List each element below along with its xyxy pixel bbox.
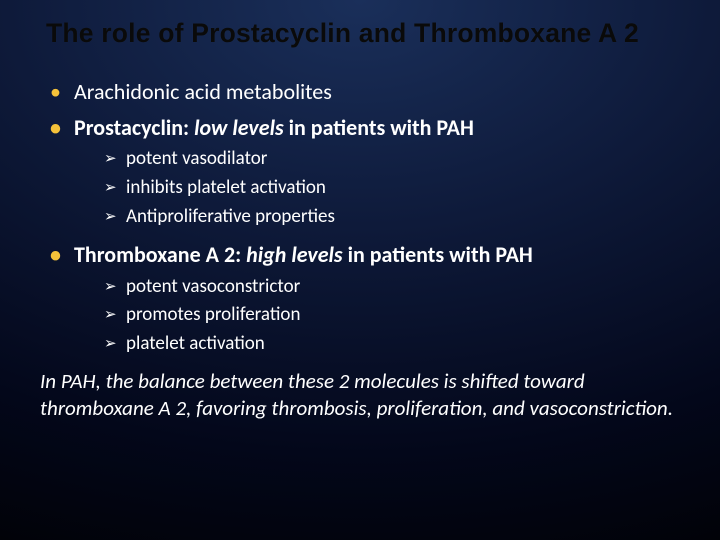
bullet-suffix: in patients with PAH — [284, 114, 474, 141]
bullet-emphasis: low levels — [194, 114, 284, 141]
sub-bullet-list: potent vasodilator inhibits platelet act… — [74, 146, 684, 230]
sub-bullet-list: potent vasoconstrictor promotes prolifer… — [74, 274, 684, 358]
bullet-text: Arachidonic acid metabolites — [74, 78, 332, 105]
bullet-item: Arachidonic acid metabolites — [50, 77, 684, 107]
bullet-emphasis: high levels — [246, 241, 342, 268]
bullet-prefix: Thromboxane A 2: — [74, 241, 241, 268]
slide-title: The role of Prostacyclin and Thromboxane… — [46, 18, 684, 49]
sub-bullet-item: promotes proliferation — [104, 302, 684, 329]
sub-bullet-item: potent vasoconstrictor — [104, 274, 684, 301]
slide: The role of Prostacyclin and Thromboxane… — [0, 0, 720, 540]
bullet-item: Prostacyclin: low levels in patients wit… — [50, 113, 684, 230]
bullet-prefix: Prostacyclin: — [74, 114, 189, 141]
bullet-item: Thromboxane A 2: high levels in patients… — [50, 240, 684, 357]
summary-paragraph: In PAH, the balance between these 2 mole… — [40, 368, 680, 423]
sub-bullet-item: potent vasodilator — [104, 146, 684, 173]
sub-bullet-item: platelet activation — [104, 331, 684, 358]
sub-bullet-item: Antiproliferative properties — [104, 204, 684, 231]
bullet-suffix: in patients with PAH — [343, 241, 533, 268]
bullet-list: Arachidonic acid metabolites Prostacycli… — [36, 77, 684, 358]
sub-bullet-item: inhibits platelet activation — [104, 175, 684, 202]
